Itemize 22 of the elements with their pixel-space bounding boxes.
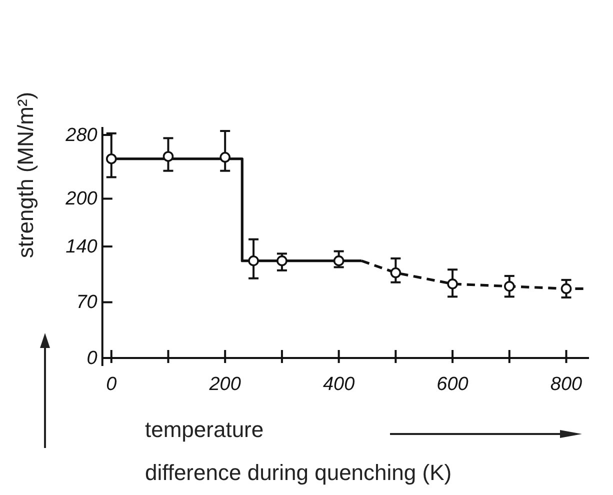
y-tick-label: 140 xyxy=(66,236,98,258)
y-tick-label: 280 xyxy=(64,124,98,146)
x-tick-label: 400 xyxy=(322,374,356,395)
point xyxy=(390,267,402,278)
point xyxy=(248,255,259,266)
point xyxy=(504,280,515,292)
x-tick-label: 600 xyxy=(436,374,469,395)
y-tick-label: 200 xyxy=(64,188,98,210)
point xyxy=(560,283,572,294)
point xyxy=(333,255,344,266)
point xyxy=(447,278,458,290)
x-tick-label: 200 xyxy=(208,374,242,395)
point xyxy=(162,151,174,162)
x-tick-label: 800 xyxy=(550,374,583,395)
point xyxy=(220,152,230,163)
point xyxy=(276,255,288,266)
y-tick-label: 0 xyxy=(86,348,98,369)
point xyxy=(106,153,117,164)
x-tick-label: 0 xyxy=(106,374,118,395)
y-tick-label: 70 xyxy=(76,292,98,314)
x-axis-title: temperature difference during quenching (K) xyxy=(145,417,452,485)
y-axis-title: strength (MN/m²) xyxy=(13,92,38,258)
